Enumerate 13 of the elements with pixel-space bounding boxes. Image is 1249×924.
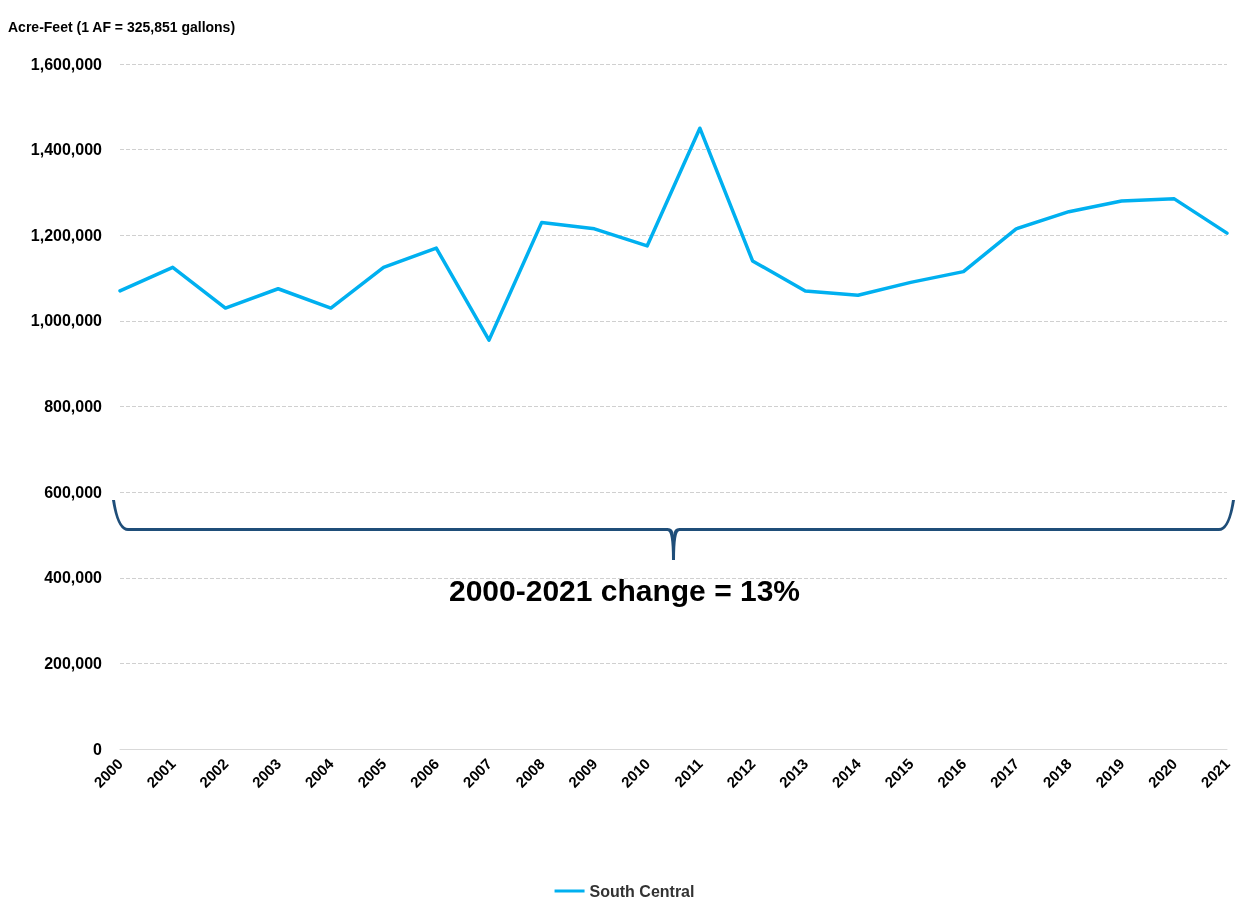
y-axis-title: Acre-Feet (1 AF = 325,851 gallons) [8,19,236,35]
y-tick-label: 400,000 [44,569,103,587]
line-series [118,126,1229,342]
legend-label: South Central [589,882,695,900]
y-tick-label: 1,400,000 [30,141,103,159]
y-tick-label: 1,200,000 [30,226,103,244]
annotation: 2000-2021 change = 13% [448,573,801,607]
y-tick-label: 600,000 [44,483,103,501]
y-tick-label: 1,600,000 [30,55,103,73]
y-tick-label: 200,000 [44,654,103,672]
y-tick-label: 800,000 [44,398,103,415]
y-tick-label: 1,000,000 [30,312,103,330]
y-tick-label: 0 [93,740,103,758]
